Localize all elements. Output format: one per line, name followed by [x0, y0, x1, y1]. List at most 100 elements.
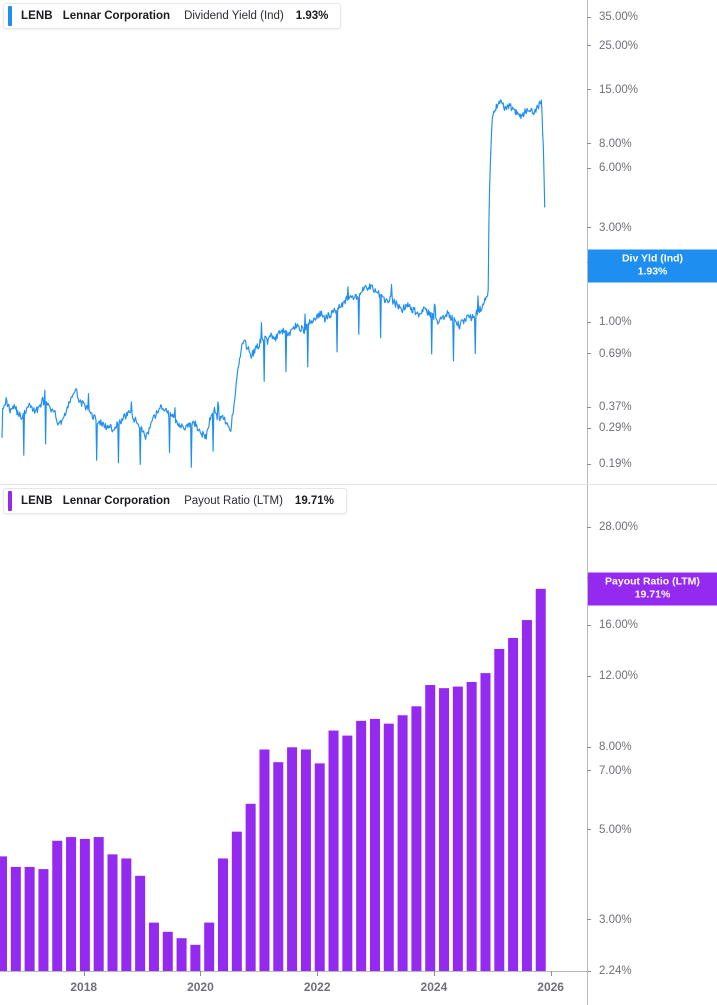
- payout-ratio-bar[interactable]: [10, 866, 21, 971]
- payout-ratio-bar[interactable]: [231, 831, 242, 971]
- payout-ratio-bar[interactable]: [245, 803, 256, 971]
- y-axis-tick-mark: [587, 16, 591, 18]
- dividend-yield-plot-area[interactable]: [0, 0, 588, 484]
- legend-company-name: Lennar Corporation: [62, 10, 171, 22]
- badge-label: Payout Ratio (LTM): [605, 575, 700, 588]
- payout-ratio-bar[interactable]: [273, 762, 284, 971]
- y-axis-tick-label: 8.00%: [599, 137, 632, 150]
- payout-ratio-bar[interactable]: [342, 735, 353, 971]
- y-axis-tick-mark: [587, 143, 591, 145]
- payout-ratio-bar[interactable]: [439, 688, 450, 971]
- payout-ratio-bar[interactable]: [425, 685, 436, 971]
- panel-divider: [0, 484, 717, 485]
- payout-ratio-bar[interactable]: [383, 723, 394, 971]
- payout-ratio-bar[interactable]: [494, 648, 505, 971]
- y-axis-tick-label: 35.00%: [599, 11, 639, 24]
- y-axis-tick-label: 1.00%: [599, 316, 632, 328]
- y-axis-tick-label: 8.00%: [599, 741, 632, 754]
- y-axis-tick-mark: [587, 919, 591, 921]
- payout-ratio-bar[interactable]: [356, 720, 367, 971]
- y-axis-line: [587, 0, 588, 484]
- payout-ratio-bar[interactable]: [38, 869, 49, 971]
- payout-ratio-bar[interactable]: [121, 858, 132, 971]
- payout-ratio-chart-panel: 28.00%21.00%16.00%12.00%8.00%7.00%5.00%3…: [0, 485, 717, 1005]
- payout-ratio-bar[interactable]: [480, 673, 491, 971]
- y-axis-tick-label: 2.24%: [599, 965, 632, 977]
- legend-current-value: 19.71%: [294, 495, 334, 507]
- payout-ratio-bar[interactable]: [259, 749, 270, 972]
- payout-ratio-plot-area[interactable]: [0, 485, 588, 1005]
- legend-ticker: LENB: [21, 495, 53, 507]
- current-value-badge[interactable]: Payout Ratio (LTM) 19.71%: [588, 572, 717, 606]
- payout-ratio-bar[interactable]: [466, 681, 477, 971]
- payout-ratio-bar[interactable]: [176, 938, 187, 971]
- x-axis-tick: [83, 971, 85, 976]
- y-axis-tick-label: 7.00%: [599, 764, 632, 777]
- payout-ratio-bar[interactable]: [204, 922, 215, 971]
- payout-ratio-bar[interactable]: [300, 749, 311, 972]
- payout-ratio-bar[interactable]: [369, 718, 380, 971]
- x-axis-tick: [550, 971, 552, 976]
- payout-ratio-bar[interactable]: [287, 747, 298, 971]
- x-axis-tick-label: 2022: [303, 980, 331, 994]
- payout-ratio-bar[interactable]: [452, 686, 463, 971]
- x-axis-tick: [200, 971, 202, 976]
- y-axis-tick-mark: [587, 167, 591, 169]
- payout-ratio-bar[interactable]: [107, 854, 118, 971]
- payout-ratio-bar[interactable]: [508, 637, 519, 971]
- y-axis-tick-label: 3.00%: [599, 221, 632, 234]
- x-axis-line: [0, 971, 588, 972]
- badge-label: Div Yld (Ind): [621, 252, 684, 265]
- y-axis-tick-mark: [587, 89, 591, 91]
- legend-metric-name: Payout Ratio (LTM): [184, 495, 283, 507]
- payout-ratio-y-axis: 28.00%21.00%16.00%12.00%8.00%7.00%5.00%3…: [587, 485, 717, 1005]
- y-axis-tick-label: 25.00%: [599, 39, 639, 52]
- legend-company-name: Lennar Corporation: [62, 495, 171, 507]
- current-value-badge[interactable]: Div Yld (Ind) 1.93%: [588, 249, 717, 283]
- y-axis-tick-label: 12.00%: [599, 670, 639, 683]
- y-axis-tick-label: 3.00%: [599, 913, 632, 926]
- y-axis-tick-mark: [587, 746, 591, 748]
- y-axis-tick-mark: [587, 829, 591, 831]
- payout-ratio-bar[interactable]: [0, 856, 7, 971]
- y-axis-tick-label: 0.37%: [599, 401, 632, 414]
- payout-ratio-bar[interactable]: [535, 588, 546, 971]
- dividend-yield-y-axis: 35.00%25.00%15.00%8.00%6.00%3.00%2.00%1.…: [587, 0, 717, 484]
- y-axis-tick-mark: [587, 526, 591, 528]
- payout-ratio-bar[interactable]: [79, 838, 90, 971]
- y-axis-tick-mark: [587, 427, 591, 429]
- dividend-yield-legend-chip[interactable]: LENB Lennar Corporation Dividend Yield (…: [3, 3, 342, 29]
- y-axis-tick-mark: [587, 624, 591, 626]
- y-axis-tick-mark: [587, 770, 591, 772]
- y-axis-tick-label: 0.69%: [599, 347, 632, 360]
- y-axis-tick-label: 0.29%: [599, 422, 632, 435]
- payout-ratio-bar[interactable]: [148, 922, 159, 971]
- payout-ratio-bar[interactable]: [314, 763, 325, 971]
- y-axis-tick-label: 28.00%: [599, 521, 639, 534]
- dividend-yield-line: [1, 99, 546, 468]
- legend-color-swatch: [8, 491, 12, 511]
- payout-ratio-bar[interactable]: [397, 715, 408, 971]
- y-axis-tick-label: 5.00%: [599, 823, 632, 836]
- payout-ratio-bar[interactable]: [411, 706, 422, 971]
- x-axis-tick: [433, 971, 435, 976]
- payout-ratio-bar[interactable]: [162, 931, 173, 971]
- y-axis-tick-label: 0.19%: [599, 458, 632, 471]
- y-axis-tick-mark: [587, 406, 591, 408]
- payout-ratio-bar[interactable]: [521, 620, 532, 971]
- payout-ratio-bar[interactable]: [190, 944, 201, 971]
- legend-current-value: 1.93%: [295, 10, 329, 22]
- payout-ratio-bar[interactable]: [52, 840, 63, 971]
- payout-ratio-bar[interactable]: [93, 837, 104, 971]
- payout-ratio-legend-chip[interactable]: LENB Lennar Corporation Payout Ratio (LT…: [3, 488, 347, 514]
- y-axis-tick-label: 16.00%: [599, 619, 639, 632]
- x-axis-tick-label: 2018: [70, 980, 98, 994]
- payout-ratio-bar[interactable]: [24, 866, 35, 971]
- y-axis-tick-mark: [587, 970, 591, 972]
- payout-ratio-bar[interactable]: [218, 858, 229, 971]
- y-axis-line: [587, 485, 588, 1005]
- payout-ratio-bar[interactable]: [328, 730, 339, 971]
- payout-ratio-bar[interactable]: [66, 837, 77, 971]
- payout-ratio-bar[interactable]: [135, 875, 146, 971]
